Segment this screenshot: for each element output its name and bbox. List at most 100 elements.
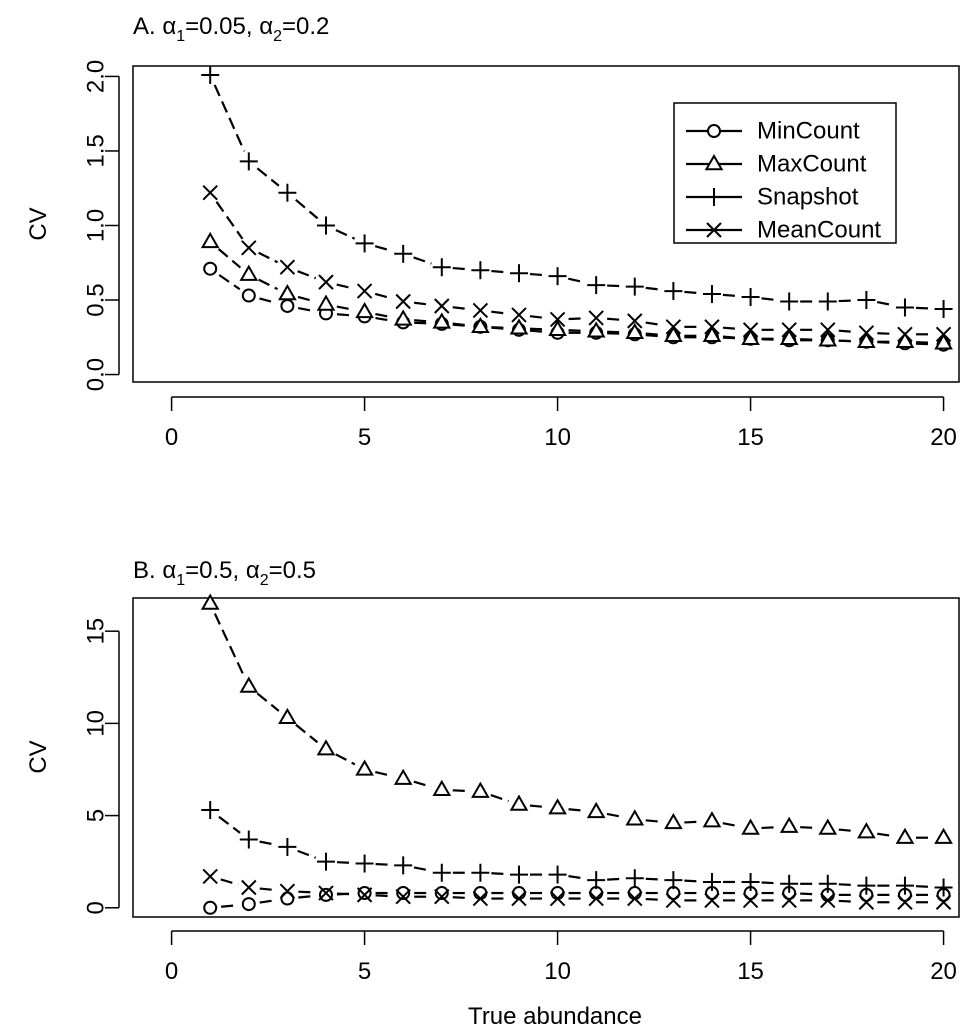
panel-b-meancount-segment	[336, 892, 354, 896]
panel-a-meancount-point	[511, 307, 527, 323]
panel-b-mincount-segment	[800, 892, 817, 896]
panel-b-title-sub2: 2	[260, 572, 269, 589]
panel-a-meancount-point	[627, 313, 643, 329]
panel-b-snapshot-segment	[259, 840, 277, 846]
panel-b-series-snapshot	[201, 801, 953, 897]
panel-b-snapshot-segment	[838, 883, 856, 887]
panel-b-meancount-segment	[298, 890, 316, 894]
panel-b-snapshot-point	[278, 837, 297, 856]
panel-b-maxcount-segment	[684, 820, 702, 824]
panel-b-maxcount-point	[200, 593, 220, 610]
panel-a-maxcount-segment	[414, 319, 431, 323]
legend-item-maxcount: MaxCount	[686, 151, 867, 178]
panel-b-meancount-segment	[645, 897, 663, 901]
panel-b-series-meancount	[202, 868, 952, 910]
panel-a-snapshot-point	[625, 277, 644, 296]
panel-a-meancount-point	[395, 293, 411, 310]
panel-b-title-alpha1: α	[162, 557, 176, 584]
panel-a-x-tick-label: 5	[358, 424, 371, 451]
panel-a-snapshot-segment	[295, 198, 319, 220]
panel-a-meancount-point	[935, 326, 952, 343]
panel-a-mincount-point	[203, 261, 218, 276]
panel-b-snapshot-segment	[568, 875, 586, 880]
panel-b-snapshot-point	[432, 863, 451, 882]
panel-a-mincount-point	[241, 288, 256, 303]
panel-a-snapshot-segment	[213, 84, 246, 152]
panel-a-y-tick-label: 1.0	[83, 209, 110, 242]
panel-a-maxcount-point	[509, 318, 529, 335]
panel-b-y-tick-label: 15	[83, 618, 110, 645]
panel-b-meancount-point	[897, 894, 913, 910]
panel-b-maxcount-point	[857, 822, 876, 839]
panel-a-title-alpha2: α	[259, 13, 273, 40]
panel-a-maxcount-point	[664, 325, 683, 342]
panel-b-maxcount-point	[664, 812, 683, 830]
panel-a-maxcount-point	[702, 325, 722, 342]
panel-a-x-tick-label: 10	[544, 424, 571, 451]
panel-a-snapshot-segment	[452, 266, 470, 271]
legend-item-snapshot: Snapshot	[686, 184, 859, 211]
panel-a-snapshot-segment	[915, 306, 933, 310]
panel-b-maxcount-point	[393, 768, 413, 785]
panel-a-meancount-segment	[529, 315, 547, 320]
panel-b-snapshot-point	[355, 854, 374, 873]
panel-a-meancount-point	[781, 322, 797, 338]
panel-a-title-val2: =0.2	[282, 13, 329, 40]
panel-a-meancount-point	[549, 311, 566, 328]
legend-label-maxcount: MaxCount	[757, 151, 867, 178]
panel-a-maxcount-point	[741, 328, 760, 345]
panel-a-maxcount-point	[934, 333, 953, 350]
panel-a-maxcount-point	[355, 301, 374, 319]
panel-a-x-tick-label: 15	[737, 424, 764, 451]
panel-b-title-alpha2: α	[246, 557, 260, 584]
panel-b-y-tick-label: 10	[83, 710, 110, 737]
panel-a-meancount-point	[897, 326, 913, 343]
panel-b-maxcount-segment	[877, 832, 895, 838]
panel-a-maxcount-segment	[375, 312, 393, 319]
panel-b-snapshot-segment	[297, 849, 317, 859]
panel-b-meancount-segment	[375, 894, 393, 898]
panel-a-mincount-segment	[218, 274, 241, 291]
panel-a-meancount-point	[665, 319, 682, 335]
panel-a-snapshot-point	[741, 288, 760, 307]
panel-a-snapshot-point	[509, 264, 528, 283]
panel-a-title-sub2: 2	[273, 28, 282, 45]
panel-b-meancount-point	[241, 879, 257, 896]
panel-a-maxcount-segment	[915, 341, 933, 344]
panel-b-mincount-point	[434, 886, 449, 901]
panel-b-title-val1: =0.5,	[185, 557, 246, 584]
panel-a-mincount-segment	[607, 332, 624, 335]
panel-a-meancount-point	[588, 310, 604, 326]
legend-item-mincount: MinCount	[686, 118, 860, 145]
panel-b-maxcount-point	[895, 827, 915, 844]
panel-a-maxcount-segment	[491, 326, 509, 330]
panel-a-title-val1: =0.05,	[185, 13, 259, 40]
panel-a-snapshot-point	[702, 285, 721, 304]
panel-a-maxcount-point	[857, 331, 876, 348]
panel-b-maxcount-point	[741, 818, 760, 835]
panel-b-mincount-segment	[298, 894, 316, 899]
panel-b-meancount-point	[434, 889, 450, 905]
panel-a-meancount-point	[472, 302, 489, 319]
panel-b-maxcount-point	[471, 781, 490, 798]
panel-a-y-tick-label: 0.5	[83, 283, 110, 316]
panel-a-mincount-segment	[915, 342, 933, 346]
panel-a-series-maxcount	[200, 231, 953, 350]
panel-b-snapshot-segment	[607, 877, 624, 881]
panel-a-meancount-segment	[215, 201, 244, 240]
panel-a-snapshot-point	[780, 292, 799, 311]
panel-a-title: A. α1=0.05, α2=0.2	[133, 13, 329, 45]
panel-a-mincount-segment	[645, 334, 663, 338]
legend-label-meancount: MeanCount	[757, 217, 881, 244]
panel-b-snapshot-segment	[491, 872, 509, 876]
panel-a-mincount-segment	[259, 297, 278, 305]
panel-a-maxcount-segment	[800, 338, 817, 341]
panel-b-maxcount-point	[625, 809, 645, 826]
panel-b-maxcount-point	[818, 818, 838, 835]
panel-b-series	[200, 593, 953, 915]
panel-b-mincount-point	[203, 900, 218, 915]
panel-a-meancount-segment	[297, 270, 317, 280]
panel-b-maxcount-segment	[606, 812, 625, 819]
panel-b-x-tick-label: 15	[737, 958, 764, 985]
panel-b-snapshot-point	[201, 801, 220, 820]
